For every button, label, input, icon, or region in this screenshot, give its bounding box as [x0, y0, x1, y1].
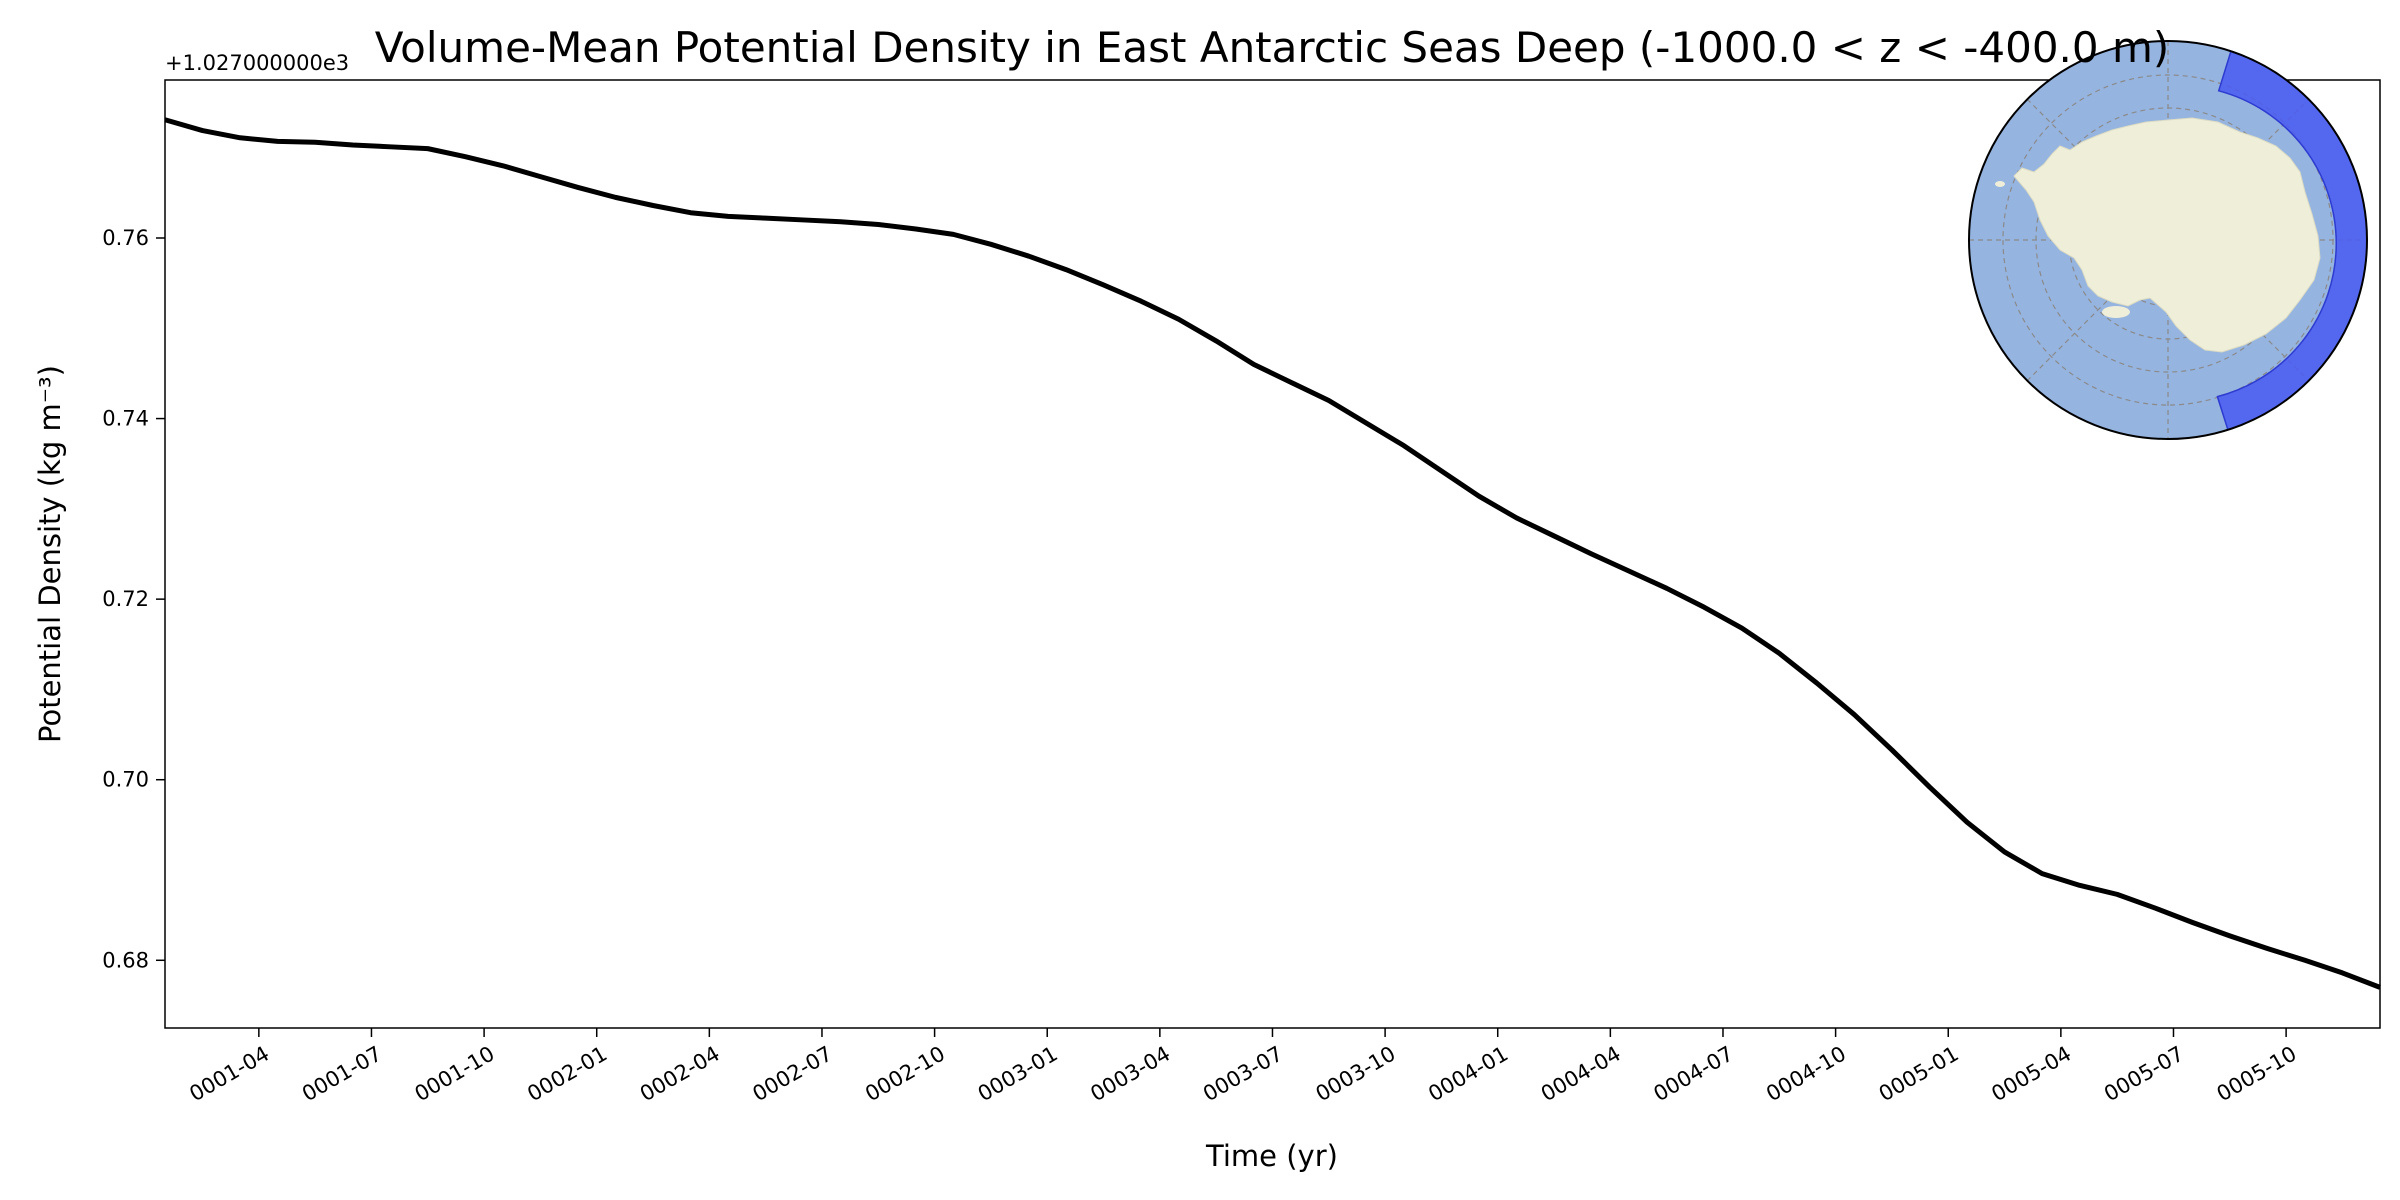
map-antarctica-land	[2013, 117, 2321, 353]
series-line	[164, 117, 2381, 990]
antarctic-region-map	[1968, 40, 2368, 440]
map-border	[1968, 40, 2368, 440]
y-tick-label: 0.72	[102, 587, 149, 611]
plot-area	[164, 117, 2381, 990]
chart-title: Volume-Mean Potential Density in East An…	[375, 23, 2170, 72]
x-axis-label: Time (yr)	[1205, 1139, 1338, 1173]
y-tick-label: 0.76	[102, 226, 149, 250]
y-tick-label: 0.74	[102, 407, 149, 431]
y-tick-label: 0.68	[102, 948, 149, 972]
y-axis-ticks: 0.68 0.70 0.72 0.74 0.76	[102, 226, 165, 972]
y-tick-label: 0.70	[102, 768, 149, 792]
map-island	[1995, 181, 2005, 187]
y-offset-text: +1.027000000e3	[165, 51, 349, 75]
map-ice-shelf	[2102, 306, 2130, 318]
y-axis-label: Potential Density (kg m⁻³)	[33, 365, 67, 743]
